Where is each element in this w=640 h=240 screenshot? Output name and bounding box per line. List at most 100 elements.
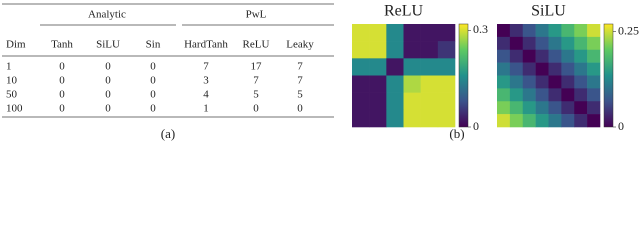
heatmap-cell — [548, 36, 562, 51]
heatmap-cell — [561, 101, 575, 115]
heatmap-cell — [522, 24, 536, 38]
table-cell: 0 — [59, 103, 65, 115]
subfigure-label: (a) — [161, 126, 175, 141]
heatmap-cell — [497, 101, 511, 115]
heatmap-cell — [369, 92, 387, 111]
heatmap-cell — [548, 88, 562, 102]
heatmap-cell — [561, 75, 575, 89]
heatmap-cell — [437, 75, 456, 93]
heatmap-cell — [352, 75, 370, 93]
heatmap-cell — [420, 41, 439, 59]
heatmap-cell — [497, 49, 511, 63]
heatmap-cell — [587, 24, 601, 38]
colorbar-tick-label: 0.25 — [618, 23, 639, 37]
heatmap-cell — [548, 114, 562, 128]
colorbar-tick-label: 0 — [473, 119, 479, 133]
table-cell: 0 — [150, 61, 156, 73]
heatmap-cell — [509, 49, 524, 63]
heatmap-cell — [587, 88, 601, 102]
heatmap-cell — [535, 75, 549, 89]
heatmap-cell — [352, 92, 370, 111]
heatmap-cell — [548, 75, 562, 89]
heatmap-cell — [509, 88, 524, 102]
heatmap-cell — [535, 24, 549, 38]
heatmap-title: SiLU — [531, 3, 566, 20]
heatmap-cell — [403, 92, 421, 111]
heatmap-cell — [420, 58, 439, 76]
heatmap-cell — [509, 24, 524, 38]
heatmap-cell — [535, 88, 549, 102]
table-cell: 3 — [203, 75, 209, 87]
table-cell: 0 — [105, 89, 111, 101]
table-cell: 4 — [203, 89, 209, 101]
heatmap-cell — [437, 109, 456, 128]
heatmap-cell — [574, 101, 588, 115]
heatmap-cell — [497, 36, 511, 51]
heatmap-cell — [522, 114, 536, 128]
heatmap-cell — [403, 75, 421, 93]
heatmap-cell — [497, 62, 511, 76]
heatmap-cell — [420, 75, 439, 93]
table-cell: 0 — [297, 103, 303, 115]
heatmap-cell — [561, 88, 575, 102]
table-cell: 7 — [253, 75, 259, 87]
heatmap-cell — [386, 75, 404, 93]
heatmap-cell — [574, 88, 588, 102]
heatmap-cell — [403, 58, 421, 76]
heatmap-cell — [574, 62, 588, 76]
heatmap-cell — [574, 114, 588, 128]
heatmap-cell — [587, 49, 601, 63]
heatmap-cell — [497, 75, 511, 89]
heatmap-cell — [420, 24, 439, 42]
heatmap-cell — [403, 41, 421, 59]
table-cell: 0 — [253, 103, 259, 115]
heatmap-cell — [561, 114, 575, 128]
heatmap-cell — [369, 24, 387, 42]
heatmap-cell — [497, 114, 511, 128]
heatmap-cell — [535, 101, 549, 115]
heatmap-cell — [352, 109, 370, 128]
heatmap-cell — [561, 49, 575, 63]
figure: (a) (b) Analytic PwL Dim Tanh SiLU Sin HardTan… — [2, 3, 639, 141]
heatmap-cell — [522, 49, 536, 63]
colorbar-tick-label: 0.3 — [473, 22, 488, 36]
table-cell: 10 — [6, 75, 18, 87]
heatmap-cell — [437, 58, 456, 76]
heatmap-cell — [522, 88, 536, 102]
table-cell: 17 — [251, 61, 263, 73]
heatmap-cell — [509, 36, 524, 51]
heatmap-cell — [386, 92, 404, 111]
table-cell: 7 — [297, 75, 303, 87]
heatmap-cell — [522, 101, 536, 115]
heatmap-cell — [369, 75, 387, 93]
heatmap-cell — [386, 24, 404, 42]
heatmap-title: ReLU — [384, 3, 424, 20]
heatmap-cell — [522, 75, 536, 89]
table-cell: 0 — [59, 75, 65, 87]
table-cell: 0 — [150, 103, 156, 115]
table-cell: 0 — [59, 61, 65, 73]
heatmap-cell — [574, 36, 588, 51]
heatmap-cell — [437, 41, 456, 59]
heatmap-cell — [386, 41, 404, 59]
table-cell: 100 — [6, 103, 23, 115]
column-header: Dim — [6, 39, 26, 51]
heatmap-cell — [386, 58, 404, 76]
heatmap-cell — [386, 109, 404, 128]
heatmap-cell — [352, 41, 370, 59]
column-header: Leaky — [286, 39, 314, 51]
column-header: HardTanh — [184, 39, 228, 51]
heatmap-cell — [509, 62, 524, 76]
heatmap-cell — [587, 101, 601, 115]
heatmap-cell — [369, 41, 387, 59]
heatmap-cell — [497, 24, 511, 38]
heatmap-cell — [574, 24, 588, 38]
heatmap-cell — [437, 92, 456, 111]
heatmap-cell — [587, 75, 601, 89]
column-header: Tanh — [51, 39, 73, 51]
table-cell: 7 — [203, 61, 209, 73]
subfigure-label: (b) — [449, 126, 464, 141]
heatmap-cell — [522, 62, 536, 76]
heatmap-cell — [352, 58, 370, 76]
table-cell: 1 — [6, 61, 12, 73]
